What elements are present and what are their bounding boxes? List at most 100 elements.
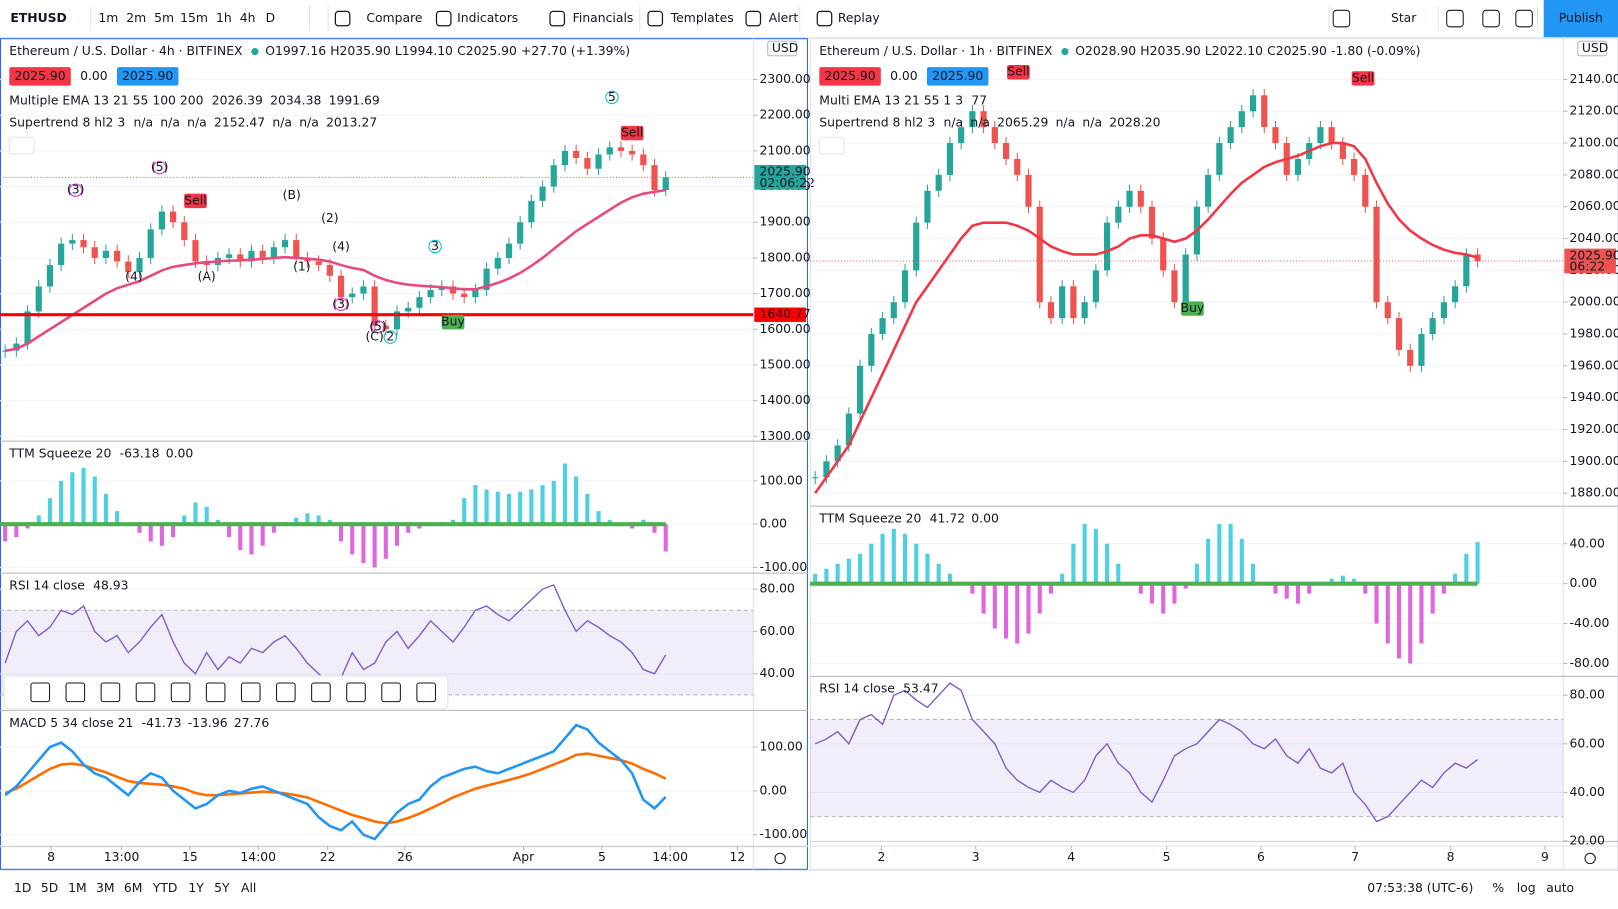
squeeze-bar xyxy=(103,493,108,525)
clock: 07:53:38 (UTC-6) xyxy=(1367,881,1473,895)
indicator-value: n/a xyxy=(970,115,990,129)
settings-icon[interactable] xyxy=(1584,852,1596,865)
candle xyxy=(1205,174,1212,207)
wave-label: (5) xyxy=(369,319,387,333)
toolbar-button[interactable]: Compare xyxy=(366,11,422,25)
drawing-tool[interactable] xyxy=(346,682,366,703)
drawing-tool[interactable] xyxy=(30,682,51,703)
ohlc-value: -1.80 (-0.09%) xyxy=(1331,44,1420,58)
range-button[interactable]: 5Y xyxy=(214,881,230,895)
collapse-legend[interactable] xyxy=(818,136,845,155)
drawing-tool[interactable] xyxy=(170,682,191,703)
squeeze-bar xyxy=(1149,583,1155,604)
candle xyxy=(1126,190,1133,207)
scale-option[interactable]: % xyxy=(1492,881,1504,895)
candle xyxy=(13,343,20,351)
range-button[interactable]: 3M xyxy=(96,881,115,895)
candle xyxy=(125,261,132,273)
y-tick-label: 1900.00 xyxy=(759,215,810,229)
toolbar-icon[interactable] xyxy=(1515,9,1533,28)
candle xyxy=(281,240,289,248)
squeeze-bar xyxy=(316,515,321,525)
candle xyxy=(1014,158,1021,175)
drawing-tool[interactable] xyxy=(205,682,226,703)
squeeze-bar xyxy=(204,506,209,525)
squeeze-bar xyxy=(394,524,400,546)
toolbar-button[interactable]: Replay xyxy=(838,11,880,25)
candle xyxy=(1238,111,1245,128)
symbol[interactable]: ETHUSD xyxy=(10,11,67,25)
toolbar-button[interactable]: Financials xyxy=(573,11,634,25)
wave-label: (3) xyxy=(67,183,85,197)
scale-option[interactable]: log xyxy=(1517,881,1536,895)
squeeze-bar xyxy=(350,524,355,555)
range-button[interactable]: 1M xyxy=(68,881,87,895)
y-tick-label: 2100.00 xyxy=(1570,136,1618,150)
candle xyxy=(147,229,154,258)
range-button[interactable]: 1Y xyxy=(188,881,204,895)
candle xyxy=(270,247,277,258)
drawing-tool[interactable] xyxy=(311,682,331,703)
range-button[interactable]: YTD xyxy=(152,881,178,895)
candle xyxy=(114,250,121,262)
candle xyxy=(629,150,636,155)
toolbar-icon[interactable] xyxy=(1482,9,1500,28)
range-button[interactable]: 6M xyxy=(124,881,143,895)
candle xyxy=(935,174,942,191)
chart-title: Ethereum / U.S. Dollar · 4h · BITFINEX xyxy=(9,44,243,58)
interval[interactable]: 1m xyxy=(98,11,118,25)
price-badge: 0.00 xyxy=(80,69,108,83)
y-tick-label: 2080.00 xyxy=(1570,167,1618,181)
indicator-value: n/a xyxy=(944,115,964,129)
interval[interactable]: 4h xyxy=(240,11,256,25)
candle xyxy=(1272,127,1279,144)
drawing-tool[interactable] xyxy=(65,682,86,703)
candle xyxy=(1103,222,1111,271)
rsi-line xyxy=(814,682,1478,823)
toolbar-icon[interactable] xyxy=(1446,9,1464,28)
y-tick-label: -100.00 xyxy=(759,827,807,841)
squeeze-bar xyxy=(59,480,64,525)
drawing-tool[interactable] xyxy=(135,682,156,703)
x-tick-label: 2 xyxy=(877,850,885,864)
y-tick-label: 1600.00 xyxy=(759,322,810,336)
toolbar-icon[interactable] xyxy=(1332,9,1351,28)
chart-frame xyxy=(810,38,1618,870)
wave-label: (C) xyxy=(365,330,383,344)
squeeze-bar xyxy=(1071,543,1076,584)
star-button[interactable]: Star xyxy=(1391,11,1417,25)
publish-button[interactable] xyxy=(1543,0,1618,38)
drawing-tool[interactable] xyxy=(416,682,436,703)
collapse-legend[interactable] xyxy=(8,136,35,155)
publish-label[interactable]: Publish xyxy=(1559,11,1603,25)
y-tick-label: 20.00 xyxy=(1570,833,1606,847)
drawing-tool[interactable] xyxy=(100,682,121,703)
badge-bg xyxy=(926,67,989,86)
scale-option[interactable]: auto xyxy=(1546,881,1574,895)
range-button[interactable]: All xyxy=(241,881,256,895)
drawing-tool[interactable] xyxy=(240,682,261,703)
interval[interactable]: 2m xyxy=(126,11,146,25)
interval[interactable]: 5m xyxy=(154,11,174,25)
candle xyxy=(868,334,875,366)
drawing-tool[interactable] xyxy=(381,682,401,703)
x-tick-label: 9 xyxy=(1541,850,1549,864)
candle xyxy=(913,222,920,271)
drawing-tool[interactable] xyxy=(276,682,296,703)
range-button[interactable]: 1D xyxy=(14,881,31,895)
price-badge: 2025.90 xyxy=(122,69,173,83)
squeeze-bar xyxy=(1273,583,1278,594)
range-button[interactable]: 5D xyxy=(41,881,58,895)
toolbar-button[interactable]: Templates xyxy=(670,11,734,25)
toolbar-button[interactable]: Alert xyxy=(769,11,799,25)
wave-label: 3 xyxy=(431,239,439,253)
interval[interactable]: 15m xyxy=(180,11,208,25)
indicator-value: n/a xyxy=(187,115,207,129)
interval[interactable]: 1h xyxy=(216,11,232,25)
last-price: 2025.90 xyxy=(1570,248,1618,262)
squeeze-bar xyxy=(25,524,30,529)
interval[interactable]: D xyxy=(266,11,276,25)
toolbar-button[interactable]: Indicators xyxy=(457,11,518,25)
settings-icon[interactable] xyxy=(774,852,786,865)
